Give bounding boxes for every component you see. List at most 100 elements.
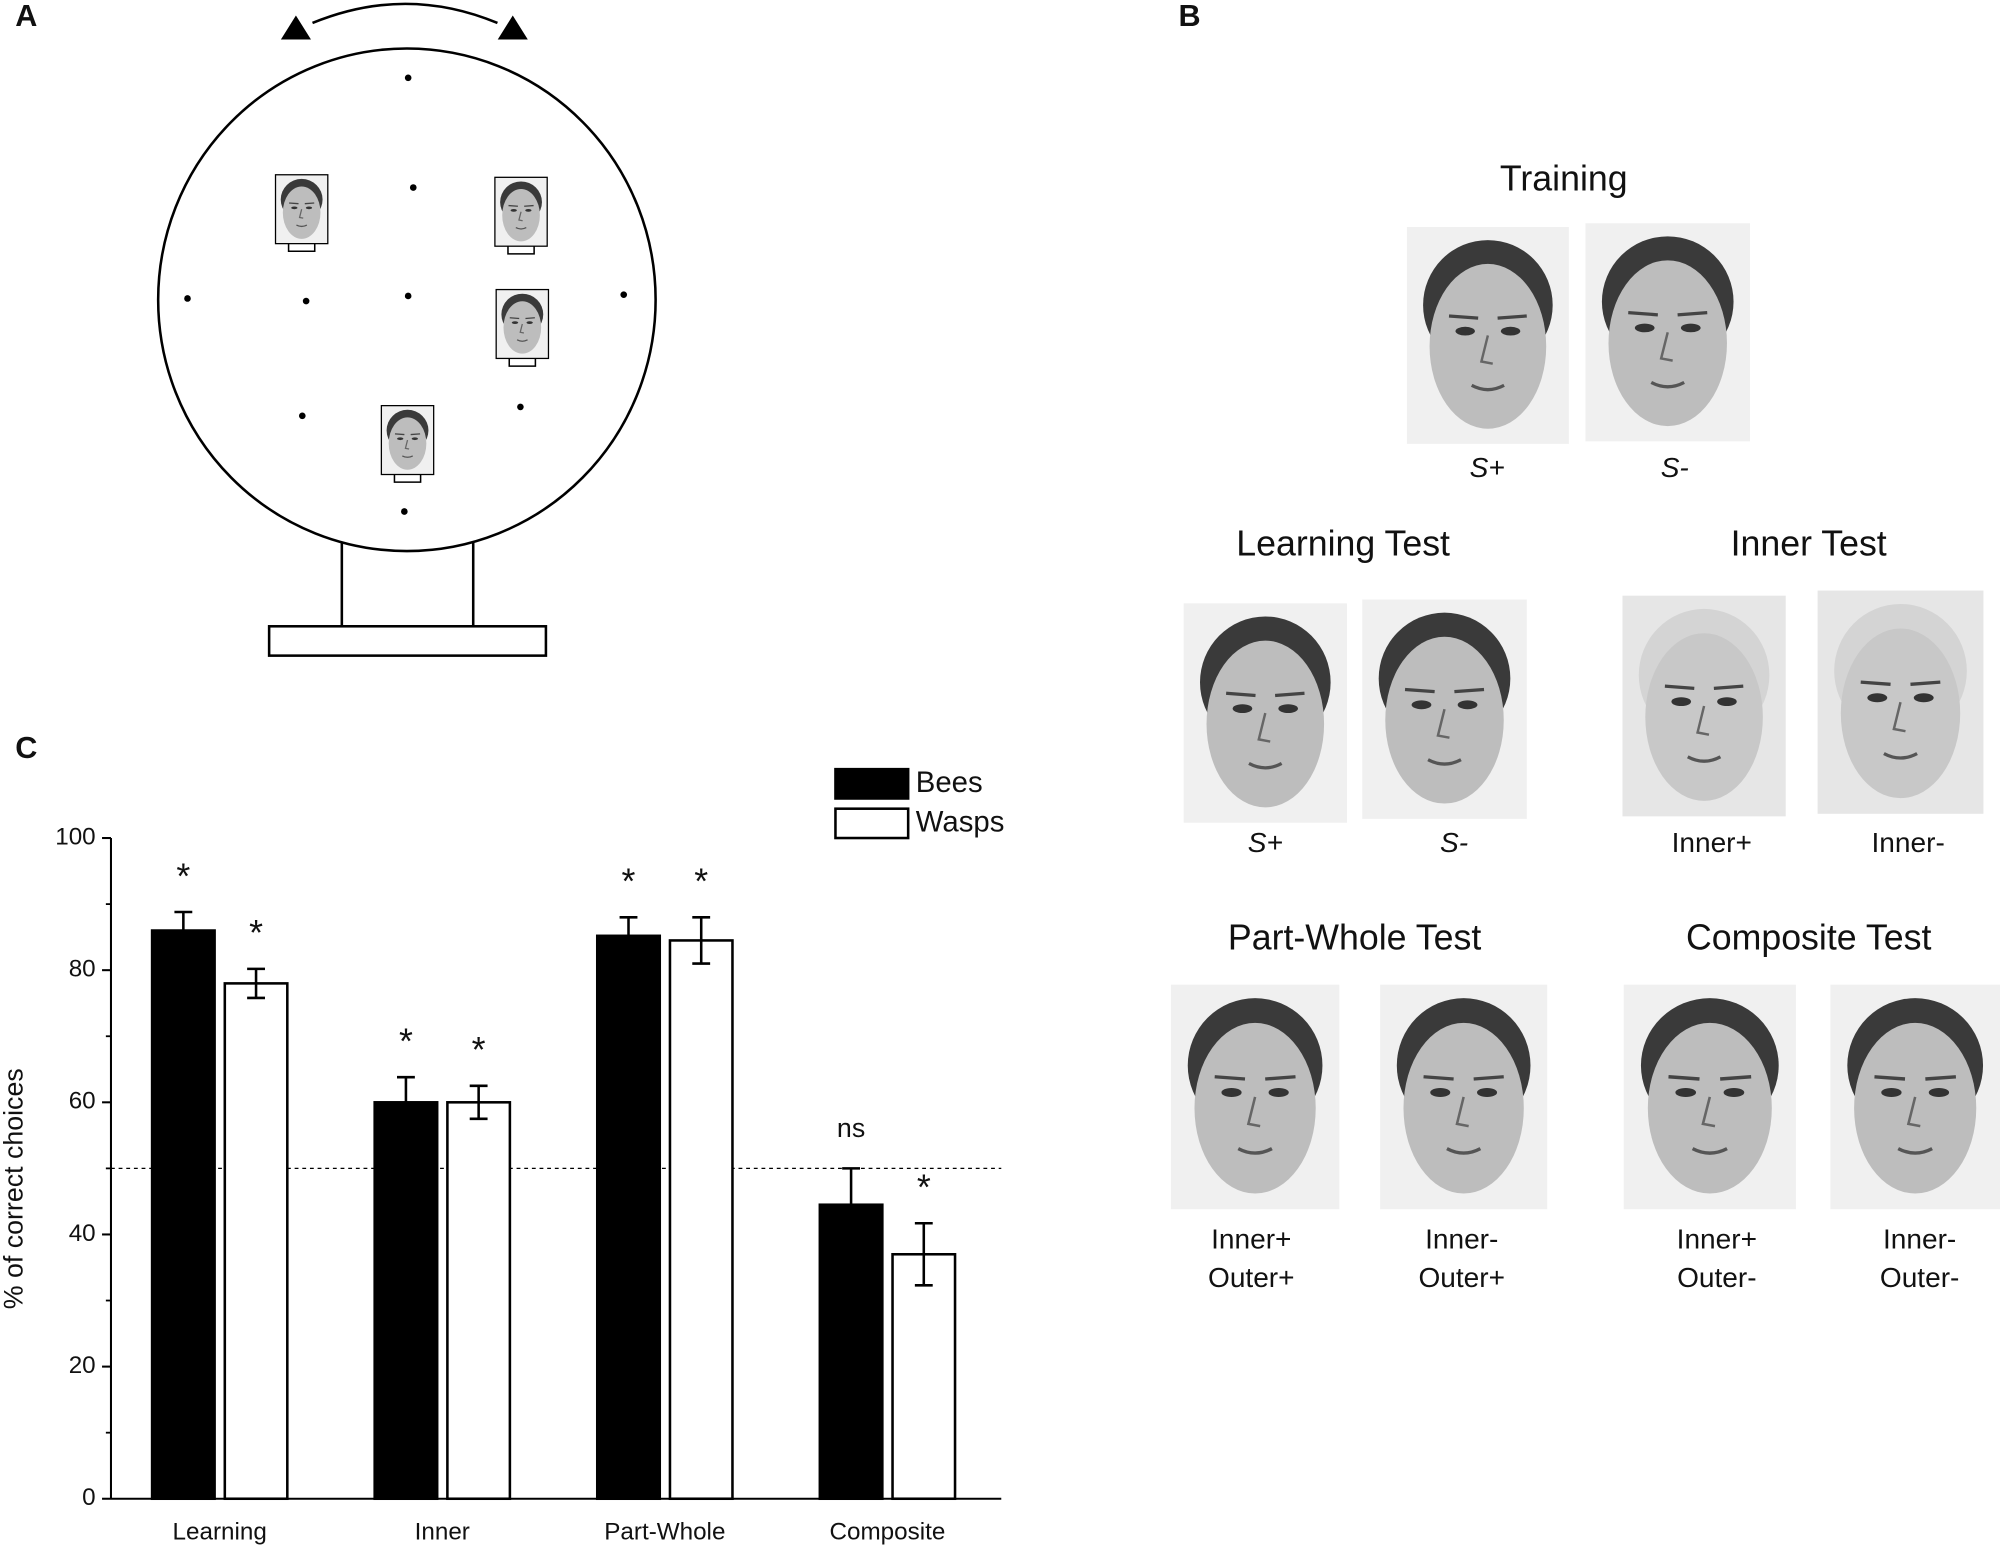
- eye: [1717, 697, 1737, 707]
- error-bar: [842, 1167, 861, 1243]
- brow: [394, 433, 405, 436]
- nose: [1455, 1096, 1469, 1128]
- face: [380, 404, 435, 483]
- brow: [1226, 691, 1256, 698]
- mouth: [516, 339, 528, 342]
- nose: [298, 209, 304, 219]
- holder: [508, 358, 537, 367]
- arrow-head: [497, 15, 528, 40]
- brow: [525, 317, 535, 320]
- significance: *: [399, 1021, 413, 1061]
- mouth: [1470, 383, 1505, 392]
- hole: [517, 403, 524, 411]
- mouth: [1446, 1147, 1482, 1155]
- mouth: [515, 227, 527, 230]
- mouth: [1248, 762, 1283, 770]
- bar: [818, 1203, 884, 1501]
- error-bar: [469, 1084, 488, 1121]
- y-tick-label: 80: [69, 956, 96, 983]
- face: [1380, 984, 1548, 1210]
- face-label: Outer+: [1208, 1262, 1295, 1293]
- y-tick-label: 0: [82, 1484, 95, 1511]
- mouth: [1691, 1147, 1728, 1155]
- skin: [1608, 260, 1727, 427]
- eye: [1411, 700, 1432, 710]
- rotation-arc: [312, 2, 498, 25]
- eye: [511, 321, 519, 325]
- holder: [507, 246, 535, 255]
- face: [494, 176, 548, 255]
- skin: [1647, 1022, 1772, 1194]
- x-tick-label: Learning: [173, 1519, 267, 1546]
- face-label: S+: [1470, 452, 1505, 483]
- face-label: Inner-: [1872, 827, 1945, 858]
- hole: [401, 508, 408, 515]
- face: [1830, 984, 2000, 1210]
- bar: [373, 1101, 439, 1501]
- hole: [184, 295, 191, 302]
- brow: [1497, 314, 1527, 320]
- section-title: Inner Test: [1731, 523, 1887, 563]
- mouth: [296, 224, 308, 228]
- error-bar: [914, 1221, 933, 1287]
- significance: *: [917, 1168, 931, 1208]
- skin: [1194, 1022, 1316, 1194]
- panel-label: C: [15, 731, 37, 765]
- face: [1585, 223, 1750, 442]
- brow: [1214, 1075, 1246, 1081]
- brow: [1448, 314, 1479, 320]
- y-tick-label: 20: [69, 1352, 96, 1379]
- x-tick-label: Inner: [415, 1519, 470, 1546]
- nose: [1479, 335, 1493, 365]
- face: [274, 174, 329, 253]
- panel-label: A: [15, 0, 37, 33]
- eye: [305, 206, 313, 210]
- bar: [150, 929, 216, 1501]
- face-label: Inner-: [1883, 1223, 1956, 1254]
- eye: [526, 321, 533, 325]
- hole: [298, 412, 306, 420]
- error-bar: [397, 1075, 415, 1129]
- brow: [1664, 684, 1695, 690]
- nose: [519, 323, 525, 334]
- brow: [1274, 691, 1305, 698]
- face-label: Inner+: [1677, 1223, 1757, 1254]
- eye: [291, 206, 298, 210]
- y-tick-label: 40: [69, 1220, 96, 1247]
- brow: [1925, 1075, 1957, 1081]
- eye: [1867, 693, 1888, 703]
- brow: [1473, 1075, 1504, 1081]
- eye: [1723, 1087, 1745, 1097]
- eye: [1500, 326, 1521, 336]
- eye: [510, 209, 517, 212]
- nose: [1659, 331, 1673, 362]
- brow: [1404, 687, 1435, 694]
- legend-swatch: [834, 767, 910, 800]
- face: [495, 288, 550, 367]
- brow: [1677, 311, 1708, 317]
- eye: [1881, 1087, 1902, 1097]
- brow: [1713, 684, 1744, 690]
- hole: [302, 297, 310, 305]
- eye: [1221, 1087, 1242, 1097]
- face-label: Inner+: [1211, 1223, 1291, 1254]
- section-title: Composite Test: [1686, 918, 1931, 958]
- brow: [1628, 311, 1658, 317]
- hole: [404, 74, 412, 82]
- skin: [1206, 640, 1325, 808]
- skin: [1385, 636, 1504, 804]
- mouth: [1897, 1147, 1933, 1155]
- y-tick-label: 60: [69, 1088, 96, 1115]
- x-tick-label: Part-Whole: [604, 1519, 725, 1546]
- brow: [1860, 680, 1891, 686]
- section-title: Learning Test: [1236, 523, 1450, 563]
- legend-swatch: [834, 807, 910, 840]
- face-label: S-: [1661, 452, 1689, 483]
- y-axis-label: % of correct choices: [0, 1068, 28, 1309]
- eye: [411, 437, 418, 441]
- nose: [1696, 705, 1710, 736]
- section-title: Training: [1500, 159, 1628, 199]
- mouth: [1237, 1147, 1273, 1155]
- eye: [1268, 1087, 1289, 1097]
